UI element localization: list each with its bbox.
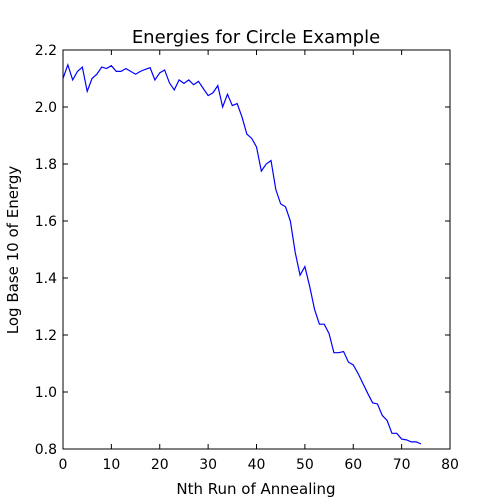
y-tick-label: 2.2 bbox=[35, 43, 57, 59]
x-tick-label: 60 bbox=[344, 457, 362, 473]
x-tick-label: 50 bbox=[296, 457, 314, 473]
x-tick-label: 10 bbox=[102, 457, 120, 473]
y-tick-label: 1.6 bbox=[35, 214, 57, 230]
y-tick-label: 1.0 bbox=[35, 385, 57, 401]
x-tick-label: 0 bbox=[59, 457, 68, 473]
x-tick-label: 70 bbox=[393, 457, 411, 473]
x-axis-label: Nth Run of Annealing bbox=[176, 480, 335, 498]
y-tick-label: 1.2 bbox=[35, 328, 57, 344]
y-tick-label: 0.8 bbox=[35, 442, 57, 458]
chart-title: Energies for Circle Example bbox=[132, 27, 380, 48]
x-tick-label: 40 bbox=[248, 457, 266, 473]
y-axis-label: Log Base 10 of Energy bbox=[4, 166, 22, 335]
x-tick-label: 20 bbox=[151, 457, 169, 473]
x-axis-tick-labels: 0 10 20 30 40 50 60 70 80 bbox=[59, 457, 459, 473]
y-tick-label: 2.0 bbox=[35, 100, 57, 116]
x-tick-label: 30 bbox=[199, 457, 217, 473]
x-tick-label: 80 bbox=[441, 457, 459, 473]
y-tick-label: 1.4 bbox=[35, 271, 57, 287]
y-tick-label: 1.8 bbox=[35, 157, 57, 173]
